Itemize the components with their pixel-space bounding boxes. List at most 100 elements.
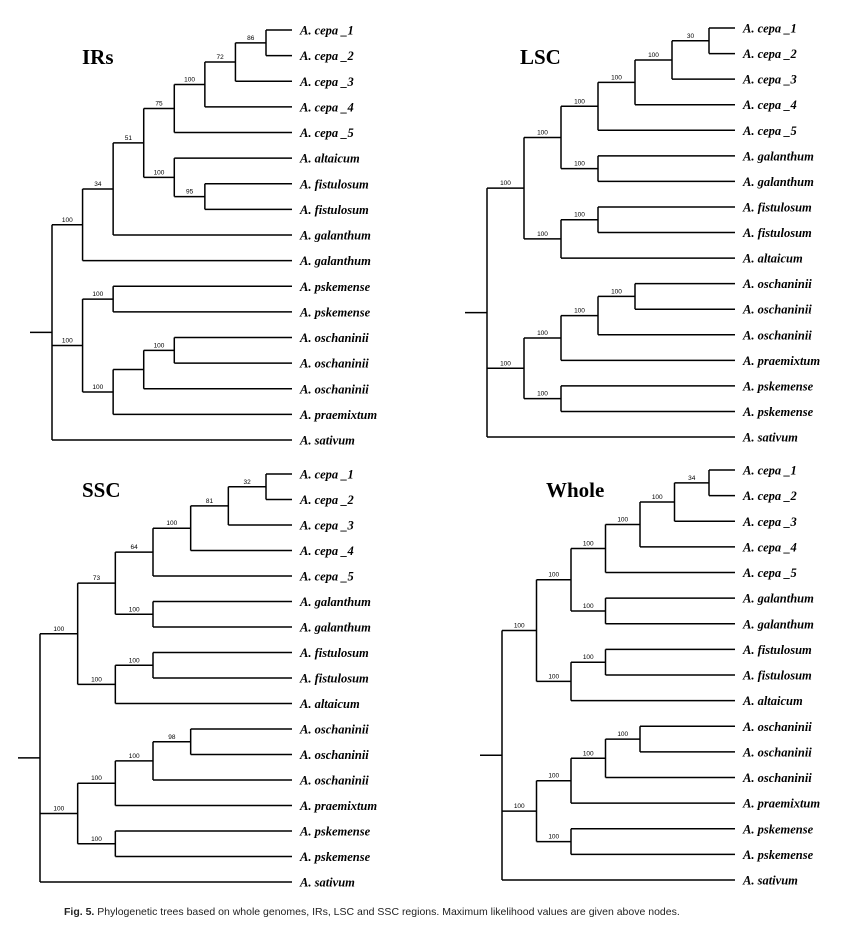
tree-irs-taxon-label: A. altaicum bbox=[299, 152, 360, 166]
tree-whole-taxon-label: A. cepa _1 bbox=[742, 464, 797, 478]
tree-ssc-taxon-label: A. oschaninii bbox=[299, 723, 369, 737]
tree-lsc-support-value: 100 bbox=[648, 52, 659, 59]
tree-whole-taxon-label: A. cepa _4 bbox=[742, 540, 797, 554]
tree-lsc-taxon-label: A. cepa _4 bbox=[742, 98, 797, 112]
tree-whole-support-value: 100 bbox=[548, 773, 559, 780]
tree-whole-taxon-label: A. oschaninii bbox=[742, 720, 812, 734]
tree-ssc-taxon-label: A. fistulosum bbox=[299, 672, 369, 686]
tree-ssc-support-value: 100 bbox=[53, 805, 64, 812]
tree-whole-support-value: 34 bbox=[688, 475, 696, 482]
tree-irs-taxon-label: A. sativum bbox=[299, 434, 355, 448]
tree-whole-support-value: 100 bbox=[548, 834, 559, 841]
tree-irs-support-value: 34 bbox=[94, 181, 102, 188]
figure-caption-text: Phylogenetic trees based on whole genome… bbox=[97, 906, 680, 918]
tree-ssc-support-value: 100 bbox=[91, 775, 102, 782]
tree-irs-taxon-label: A. fistulosum bbox=[299, 203, 369, 217]
tree-panel-whole: Whole 100 100 100 100 100 34 A. cepa _1 A. cepa … bbox=[480, 464, 820, 888]
tree-irs-support-value: 75 bbox=[155, 100, 163, 107]
tree-ssc-support-value: 81 bbox=[206, 498, 214, 505]
tree-ssc-support-value: 100 bbox=[129, 606, 140, 613]
tree-ssc-taxon-label: A. cepa _1 bbox=[299, 468, 354, 482]
tree-title-ssc: SSC bbox=[82, 478, 121, 502]
tree-whole-support-value: 100 bbox=[583, 603, 594, 610]
tree-lsc-taxon-label: A. galanthum bbox=[742, 175, 814, 189]
tree-irs-taxon-label: A. fistulosum bbox=[299, 177, 369, 191]
tree-title-whole: Whole bbox=[546, 478, 604, 502]
tree-lsc-support-value: 100 bbox=[537, 231, 548, 238]
tree-lsc-taxon-label: A. altaicum bbox=[742, 252, 803, 266]
tree-lsc-support-value: 100 bbox=[537, 330, 548, 337]
tree-irs-taxon-label: A. cepa _1 bbox=[299, 24, 354, 38]
tree-lsc-taxon-label: A. cepa _5 bbox=[742, 124, 797, 138]
phylogenetic-trees-figure: IRs 100 34 51 75 100 72 86 A. cepa _1 A. cepa _2 A… bbox=[18, 22, 820, 890]
tree-whole-taxon-label: A. oschaninii bbox=[742, 771, 812, 785]
tree-lsc-support-value: 100 bbox=[500, 180, 511, 187]
tree-ssc-support-value: 100 bbox=[91, 836, 102, 843]
tree-irs-taxon-label: A. galanthum bbox=[299, 229, 371, 243]
tree-irs-taxon-label: A. oschaninii bbox=[299, 331, 369, 345]
tree-lsc-taxon-label: A. cepa _3 bbox=[742, 73, 797, 87]
tree-irs-taxon-label: A. oschaninii bbox=[299, 357, 369, 371]
tree-ssc-support-value: 73 bbox=[93, 575, 101, 582]
tree-whole-taxon-label: A. oschaninii bbox=[742, 745, 812, 759]
tree-ssc-support-value: 100 bbox=[166, 520, 177, 527]
tree-irs-support-value: 72 bbox=[217, 54, 225, 61]
tree-lsc-support-value: 100 bbox=[574, 212, 585, 219]
tree-lsc-support-value: 100 bbox=[611, 74, 622, 81]
tree-whole-taxon-label: A. sativum bbox=[742, 874, 798, 888]
tree-whole-support-value: 100 bbox=[548, 673, 559, 680]
tree-lsc-support-value: 100 bbox=[611, 288, 622, 295]
figure-caption: Fig. 5. Phylogenetic trees based on whol… bbox=[64, 906, 844, 918]
tree-irs-taxon-label: A. pskemense bbox=[299, 305, 371, 319]
tree-whole-support-value: 100 bbox=[514, 623, 525, 630]
tree-whole-taxon-label: A. pskemense bbox=[742, 848, 814, 862]
tree-irs-support-value: 100 bbox=[154, 169, 165, 176]
tree-irs-taxon-label: A. praemixtum bbox=[299, 408, 377, 422]
tree-irs-taxon-label: A. pskemense bbox=[299, 280, 371, 294]
tree-irs-support-value: 100 bbox=[62, 217, 73, 224]
tree-whole-taxon-label: A. altaicum bbox=[742, 694, 803, 708]
tree-whole-taxon-label: A. galanthum bbox=[742, 617, 814, 631]
tree-ssc-taxon-label: A. galanthum bbox=[299, 621, 371, 635]
tree-ssc-support-value: 100 bbox=[129, 753, 140, 760]
tree-lsc-taxon-label: A. oschaninii bbox=[742, 303, 812, 317]
tree-lsc-support-value: 100 bbox=[574, 308, 585, 315]
tree-whole-support-value: 100 bbox=[583, 750, 594, 757]
tree-ssc-support-value: 98 bbox=[168, 734, 176, 741]
tree-lsc-taxon-label: A. praemixtum bbox=[742, 354, 820, 368]
tree-whole-taxon-label: A. cepa _3 bbox=[742, 515, 797, 529]
tree-ssc-support-value: 32 bbox=[244, 479, 252, 486]
tree-lsc-taxon-label: A. pskemense bbox=[742, 379, 814, 393]
tree-lsc-support-value: 100 bbox=[537, 391, 548, 398]
tree-irs-support-value: 51 bbox=[125, 135, 133, 142]
tree-lsc-support-value: 30 bbox=[687, 33, 695, 40]
tree-whole-support-value: 100 bbox=[583, 654, 594, 661]
tree-irs-support-value: 86 bbox=[247, 35, 255, 42]
tree-panel-irs: IRs 100 34 51 75 100 72 86 A. cepa _1 A. cepa _2 A… bbox=[30, 24, 377, 448]
tree-whole-taxon-label: A. praemixtum bbox=[742, 797, 820, 811]
tree-irs-support-value: 100 bbox=[92, 291, 103, 298]
tree-whole-taxon-label: A. fistulosum bbox=[742, 643, 812, 657]
tree-lsc-taxon-label: A. oschaninii bbox=[742, 328, 812, 342]
tree-lsc-taxon-label: A. sativum bbox=[742, 431, 798, 445]
tree-whole-support-value: 100 bbox=[548, 572, 559, 579]
tree-whole-taxon-label: A. pskemense bbox=[742, 822, 814, 836]
tree-whole-support-value: 100 bbox=[583, 540, 594, 547]
tree-ssc-taxon-label: A. cepa _5 bbox=[299, 570, 354, 584]
tree-ssc-taxon-label: A. pskemense bbox=[299, 850, 371, 864]
tree-ssc-taxon-label: A. pskemense bbox=[299, 825, 371, 839]
tree-ssc-taxon-label: A. cepa _3 bbox=[299, 519, 354, 533]
tree-lsc-taxon-label: A. fistulosum bbox=[742, 226, 812, 240]
tree-whole-taxon-label: A. cepa _5 bbox=[742, 566, 797, 580]
tree-whole-support-value: 100 bbox=[617, 516, 628, 523]
tree-ssc-taxon-label: A. fistulosum bbox=[299, 646, 369, 660]
tree-lsc-taxon-label: A. cepa _1 bbox=[742, 22, 797, 36]
tree-whole-taxon-label: A. cepa _2 bbox=[742, 489, 797, 503]
tree-whole-taxon-label: A. fistulosum bbox=[742, 669, 812, 683]
tree-irs-support-value: 100 bbox=[184, 76, 195, 83]
tree-panel-lsc: LSC 100 100 100 100 100 30 A. cepa _1 A. cepa _2… bbox=[465, 22, 820, 445]
tree-irs-support-value: 100 bbox=[62, 338, 73, 345]
tree-lsc-taxon-label: A. fistulosum bbox=[742, 200, 812, 214]
tree-whole-support-value: 100 bbox=[514, 803, 525, 810]
tree-lsc-support-value: 100 bbox=[537, 129, 548, 136]
